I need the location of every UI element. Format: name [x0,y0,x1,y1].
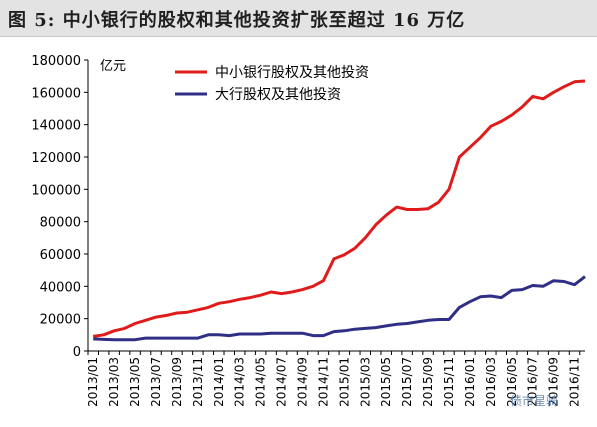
figure-title-text: 中小银行的股权和其他投资扩张至超过 16 万亿 [62,10,466,31]
x-tick-label: 2013/11 [191,357,205,407]
x-tick-label: 2014/01 [212,357,226,407]
series-line-large-banks [93,275,586,342]
chart-axes [87,60,585,352]
y-axis-unit: 亿元 [100,59,126,74]
x-tick-label: 2015/01 [337,357,351,407]
x-tick-label: 2016/11 [568,357,582,407]
x-tick-label: 2013/05 [128,357,142,407]
x-tick-label: 2013/03 [107,357,121,407]
x-tick-label: 2014/09 [295,357,309,407]
figure-header: 图 5: 中小银行的股权和其他投资扩张至超过 16 万亿 [0,0,597,37]
figure-title: 图 5: 中小银行的股权和其他投资扩张至超过 16 万亿 [8,6,465,32]
x-tick-label: 2015/07 [400,357,414,407]
x-tick-label: 2016/07 [526,357,540,407]
x-tick-label: 2015/11 [442,357,456,407]
x-tick-label: 2013/09 [170,357,184,407]
y-tick-label: 120000 [31,151,81,166]
y-tick-label: 20000 [40,313,81,328]
x-tick-label: 2013/07 [149,357,163,407]
y-tick-label: 100000 [31,183,81,198]
y-tick-label: 180000 [31,54,81,69]
x-tick-label: 2015/05 [379,357,393,407]
x-axis-ticks: 2013/01 2013/03 2013/05 2013/07 2013/09 2013/… [86,351,582,407]
x-tick-label: 2015/09 [421,357,435,407]
x-tick-label: 2014/11 [316,357,330,407]
figure-label: 图 5: [8,10,56,31]
x-tick-label: 2016/09 [547,357,561,407]
x-tick-label: 2013/01 [86,357,100,407]
y-tick-label: 140000 [31,119,81,134]
series-line-small-medium-banks [92,79,586,338]
x-tick-label: 2016/01 [463,357,477,407]
y-tick-label: 0 [73,345,81,360]
x-tick-label: 2015/03 [358,357,372,407]
y-tick-label: 160000 [31,86,81,101]
legend-label: 中小银行股权及其他投资 [215,65,369,81]
legend-label: 大行股权及其他投资 [215,87,341,103]
y-tick-label: 60000 [40,248,81,263]
y-tick-label: 40000 [40,280,81,295]
x-tick-label: 2014/07 [275,357,289,407]
x-tick-label: 2016/05 [505,357,519,407]
y-tick-label: 80000 [40,216,81,231]
x-tick-label: 2016/03 [484,357,498,407]
x-tick-label: 2014/03 [233,357,247,407]
y-axis-ticks: 0 20000 40000 60000 80000 100000 120000 140000 1… [31,54,88,360]
watermark: 债市星骑 [510,393,558,408]
series-lines [92,79,586,342]
x-tick-label: 2014/05 [254,357,268,407]
